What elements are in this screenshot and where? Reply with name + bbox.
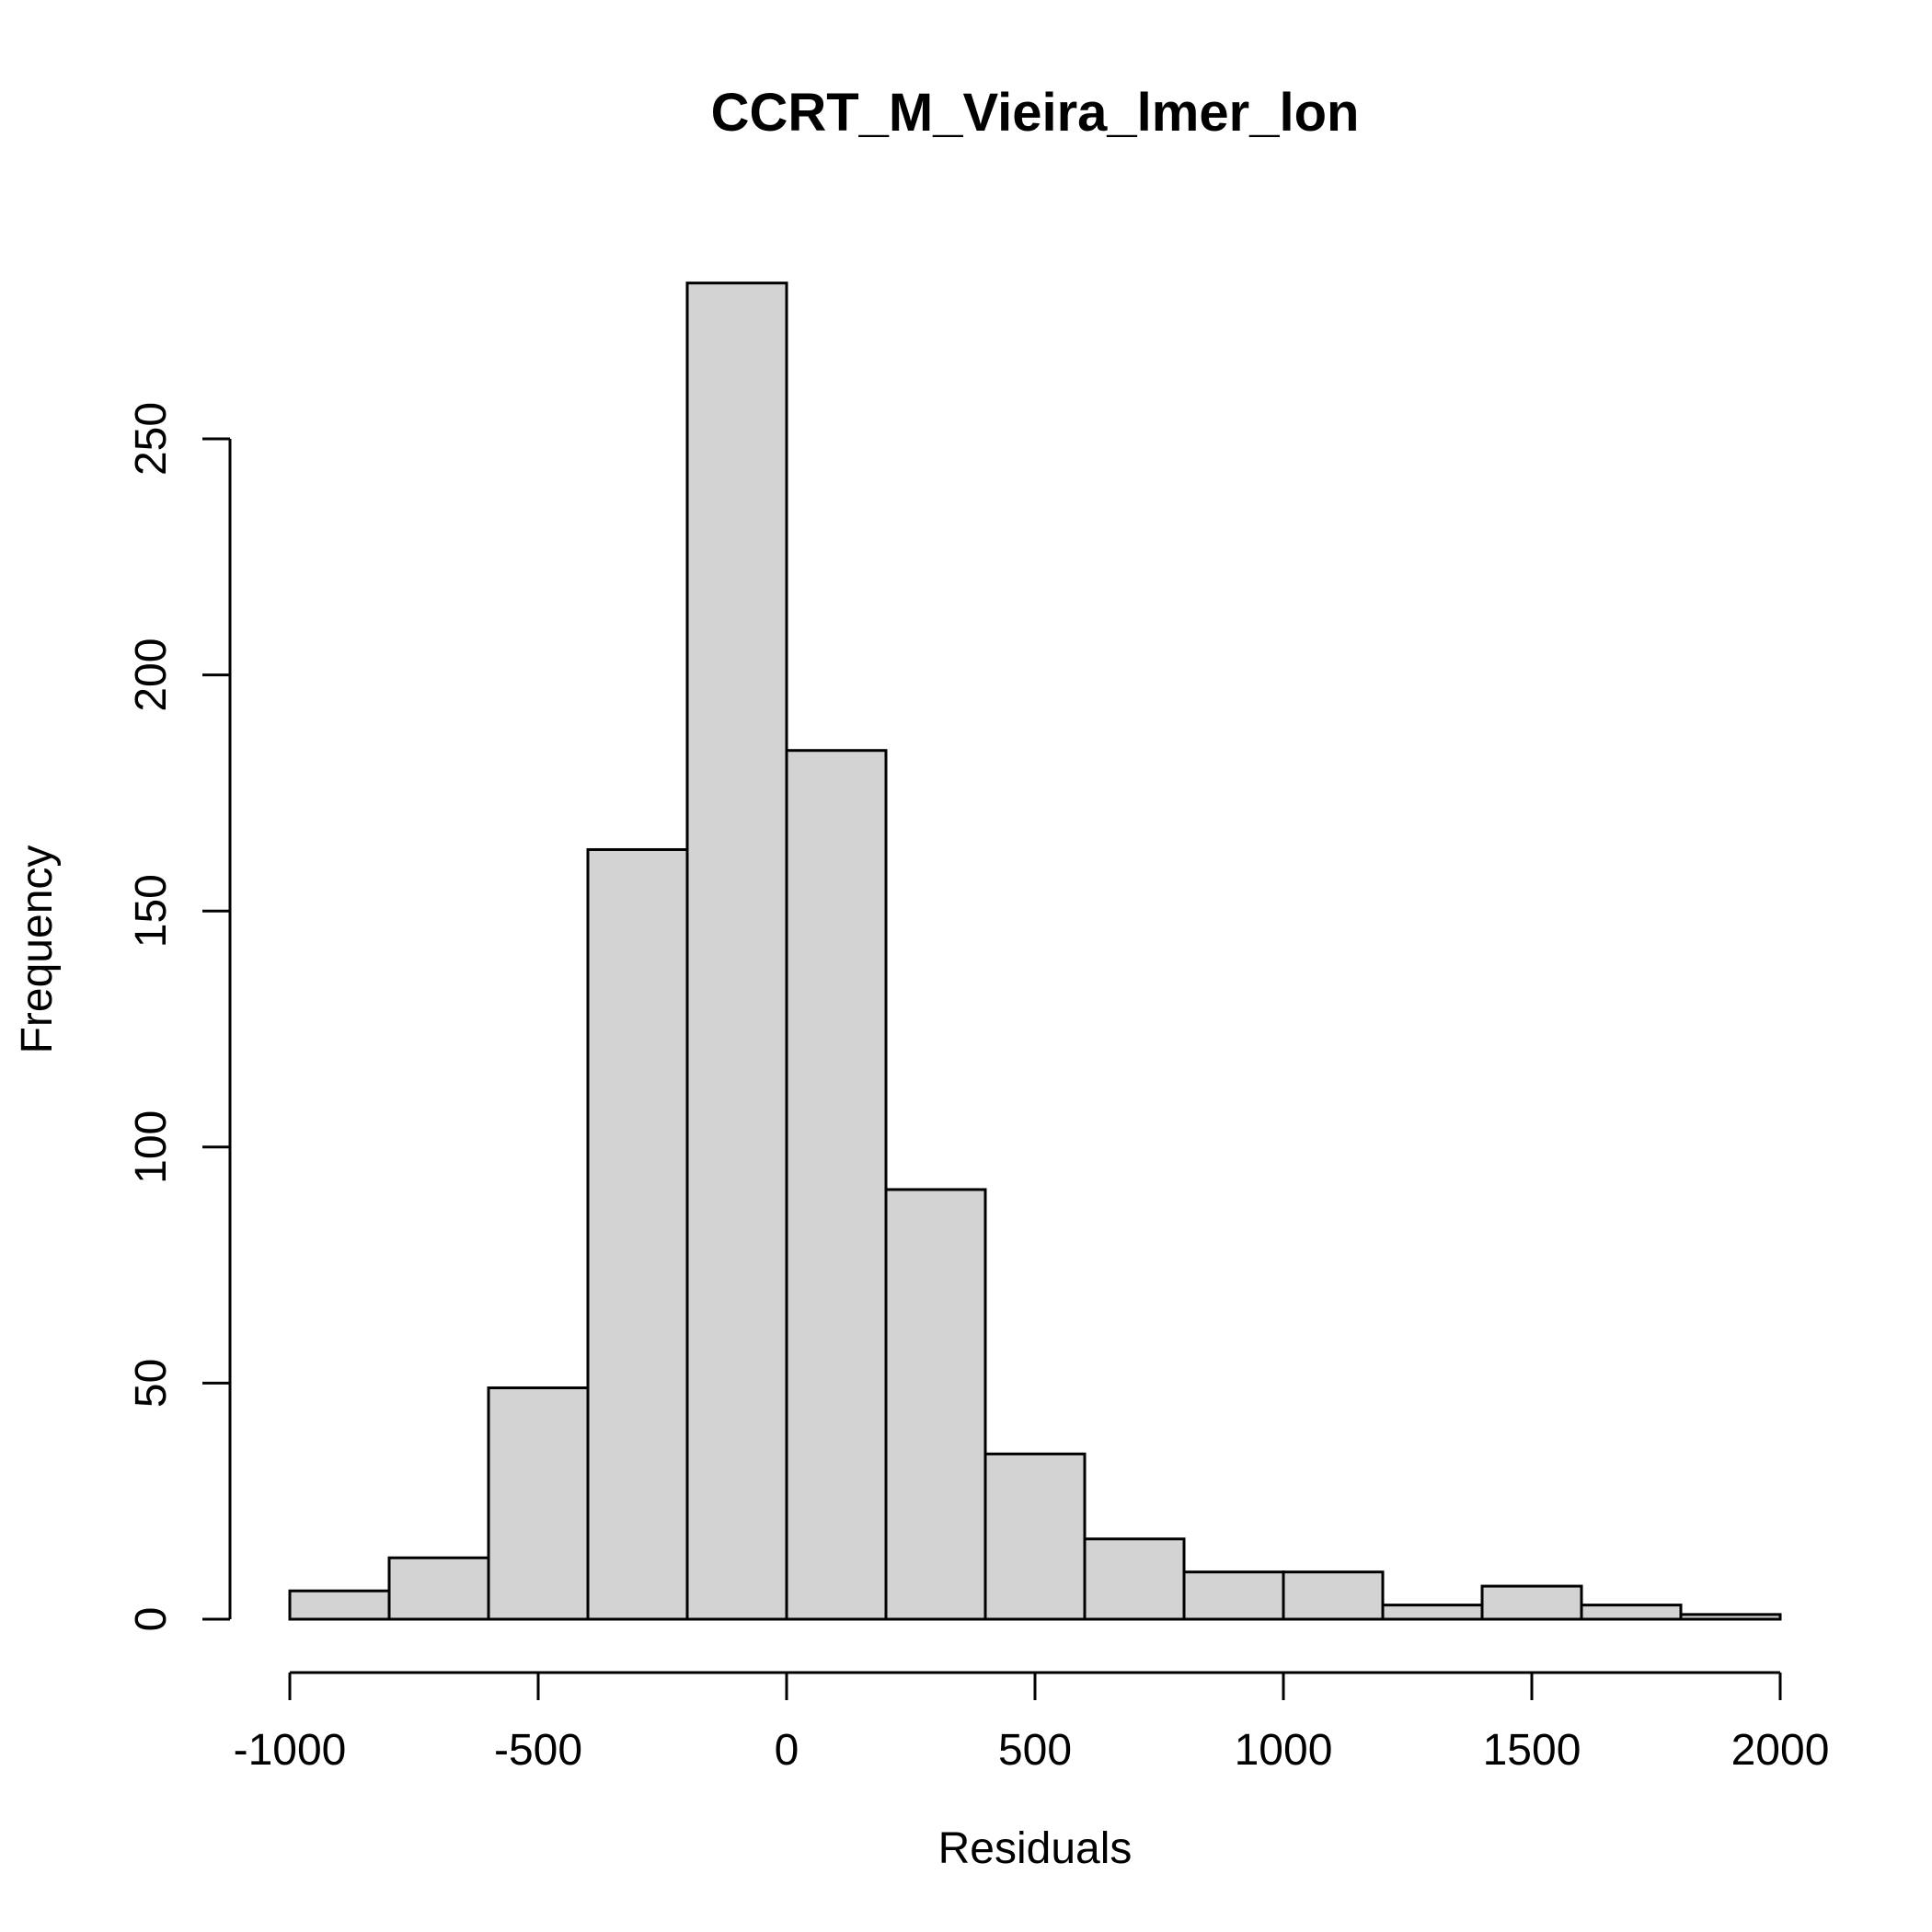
x-axis-label: Residuals [938,1824,1133,1873]
y-axis-label: Frequency [13,845,62,1054]
x-axis: -1000 -500 0 500 1000 1500 2000 [234,1671,1830,1775]
y-tick-label: 100 [127,1110,176,1184]
chart-title: CCRT_M_Vieira_lmer_lon [711,83,1360,143]
histogram-bar-3 [586,847,689,1621]
y-tick-label: 250 [127,402,176,476]
y-axis: 0 50 100 150 200 250 [127,402,232,1632]
histogram-bar-8 [1083,1537,1186,1621]
histogram-bar-12 [1480,1584,1583,1621]
y-tick-label: 0 [127,1607,176,1632]
histogram-bar-7 [983,1452,1087,1621]
histogram-bar-11 [1381,1604,1484,1621]
y-tick-label: 50 [127,1359,176,1408]
histogram-bar-4 [685,282,788,1621]
x-tick-label: -1000 [234,1726,347,1775]
histogram-bar-0 [288,1589,391,1621]
x-tick-label: 0 [775,1726,799,1775]
x-tick-label: 1000 [1235,1726,1333,1775]
x-tick-label: 500 [998,1726,1072,1775]
histogram-bar-2 [487,1386,590,1621]
histogram-bar-5 [785,749,888,1621]
x-tick-label: 2000 [1731,1726,1830,1775]
y-tick-label: 200 [127,638,176,712]
x-tick-label: -500 [494,1726,582,1775]
histogram-bar-1 [387,1556,490,1621]
histogram-bar-10 [1282,1570,1385,1621]
x-tick-label: 1500 [1483,1726,1581,1775]
histogram-bar-9 [1182,1570,1285,1621]
y-tick-label: 150 [127,874,176,948]
histogram-bars [288,282,1782,1621]
histogram-bar-13 [1580,1604,1683,1621]
histogram-bar-6 [884,1188,987,1621]
histogram-bar-14 [1679,1613,1782,1621]
